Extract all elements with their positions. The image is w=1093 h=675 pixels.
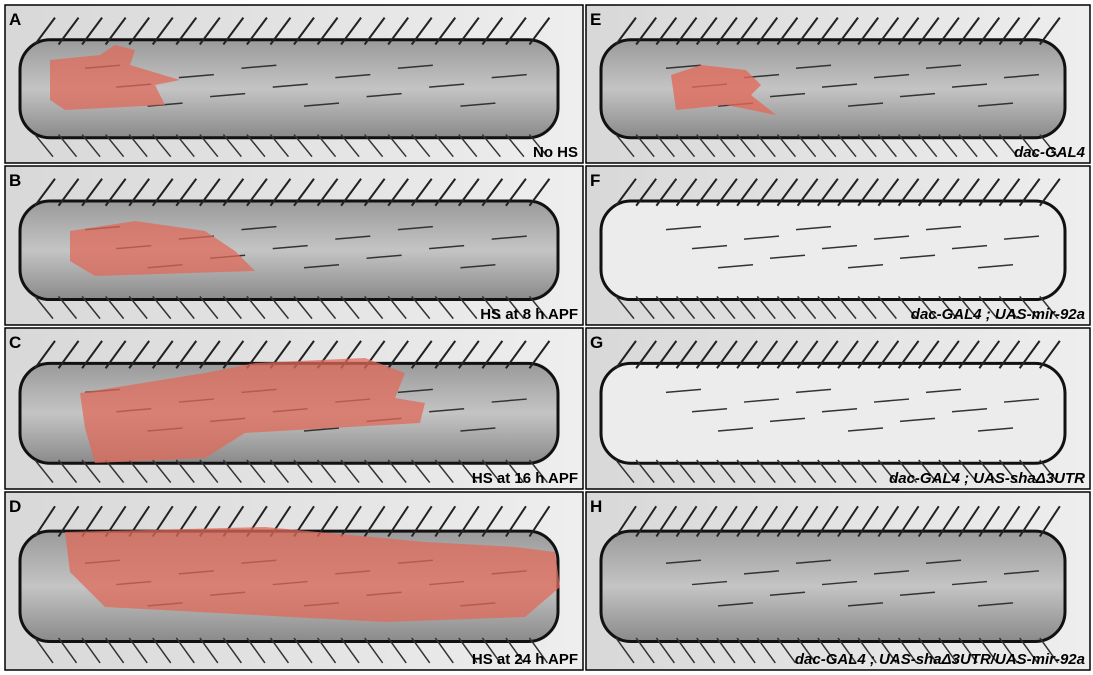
- panel-letter: A: [9, 10, 21, 29]
- leg-segment: [601, 40, 1065, 138]
- panel-caption: dac-GAL4 ; UAS-shaΔ3UTR: [889, 470, 1085, 487]
- panel: Hdac-GAL4 ; UAS-shaΔ3UTR/UAS-mir-92a: [586, 492, 1090, 670]
- panel-caption: dac-GAL4: [1014, 144, 1086, 161]
- panel-caption: HS at 24 h APF: [472, 651, 578, 668]
- panel-letter: F: [590, 171, 600, 190]
- panel: B HS at 8 h APF: [5, 166, 583, 325]
- leg-segment: [601, 201, 1065, 300]
- panel: Gdac-GAL4 ; UAS-shaΔ3UTR: [586, 328, 1090, 489]
- leg-segment: [601, 363, 1065, 463]
- panel: C HS at 16 h APF: [5, 328, 583, 489]
- panel-caption: No HS: [533, 144, 578, 161]
- panel-caption: HS at 16 h APF: [472, 470, 578, 487]
- figure: A No HS B HS at 8 h APF C HS at 16 h APF D HS a…: [0, 0, 1093, 675]
- panel-letter: D: [9, 497, 21, 516]
- panel: A No HS: [5, 5, 583, 163]
- panel-letter: B: [9, 171, 21, 190]
- panel-letter: C: [9, 333, 21, 352]
- leg-segment: [601, 531, 1065, 641]
- panel-letter: G: [590, 333, 603, 352]
- panel-letter: E: [590, 10, 601, 29]
- panel-caption: dac-GAL4 ; UAS-mir-92a: [911, 306, 1085, 323]
- panel-letter: H: [590, 497, 602, 516]
- panel: D HS at 24 h APF: [5, 492, 583, 670]
- panel-caption: HS at 8 h APF: [480, 306, 578, 323]
- panel: Edac-GAL4: [586, 5, 1090, 163]
- panel-caption: dac-GAL4 ; UAS-shaΔ3UTR/UAS-mir-92a: [795, 651, 1085, 668]
